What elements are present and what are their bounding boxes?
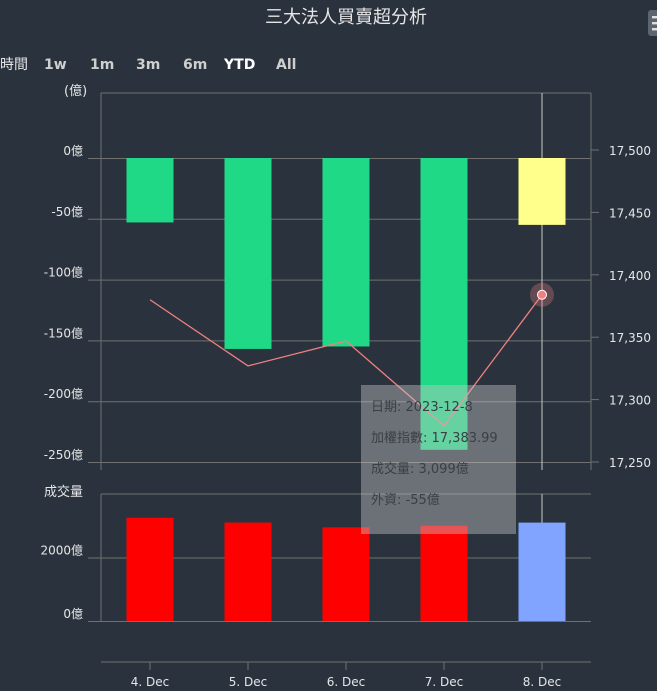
volume-bar[interactable] [518,522,566,621]
left-tick-label: 0億 [63,144,83,158]
index-line-series [149,294,543,427]
buy-sell-bar[interactable] [322,158,370,347]
range-selector-label: 時間 [0,57,28,73]
left-tick-label: -50億 [51,205,83,219]
upper-axis-title: (億) [64,83,87,99]
tooltip-box [361,385,516,534]
right-tick-label: 17,350 [609,331,651,345]
right-tick-label: 17,250 [609,456,651,470]
right-tick-label: 17,400 [609,269,651,283]
x-tick-label: 8. Dec [523,675,561,689]
tooltip-line: 日期: 2023-12-8 [371,400,473,415]
x-tick-label: 6. Dec [327,675,365,689]
buy-sell-bar[interactable] [420,158,468,450]
volume-bar[interactable] [126,517,174,621]
volume-axis-title: 成交量 [44,484,83,500]
range-button-ytd[interactable]: YTD [223,57,255,73]
right-tick-label: 17,450 [609,206,651,220]
right-tick-label: 17,500 [609,144,651,158]
buy-sell-bar[interactable] [224,158,272,349]
left-tick-label: -150億 [44,326,83,340]
volume-tick-label: 2000億 [40,544,83,558]
volume-bar[interactable] [420,525,468,621]
range-button-1w[interactable]: 1w [44,57,67,73]
volume-tick-label: 0億 [63,607,83,621]
buy-sell-bar[interactable] [126,158,174,223]
range-button-all[interactable]: All [276,57,296,73]
tooltip-line: 加權指數: 17,383.99 [371,431,498,446]
x-tick-label: 4. Dec [131,675,169,689]
range-button-3m[interactable]: 3m [136,57,160,73]
index-point-marker[interactable] [537,289,547,300]
x-tick-label: 5. Dec [229,675,267,689]
range-button-6m[interactable]: 6m [183,57,207,73]
buy-sell-bar[interactable] [518,158,566,225]
tooltip-line: 外資: -55億 [371,492,440,508]
chart-title: 三大法人買賣超分析 [265,7,427,28]
x-tick-label: 7. Dec [425,675,463,689]
volume-bar[interactable] [224,522,272,621]
left-tick-label: -200億 [44,387,83,401]
hamburger-menu-icon[interactable] [648,10,657,36]
tooltip-line: 成交量: 3,099億 [371,461,469,477]
left-tick-label: -250億 [44,448,83,462]
right-tick-label: 17,300 [609,394,651,408]
range-button-1m[interactable]: 1m [90,57,114,73]
volume-bar[interactable] [322,527,370,621]
left-tick-label: -100億 [44,266,83,280]
